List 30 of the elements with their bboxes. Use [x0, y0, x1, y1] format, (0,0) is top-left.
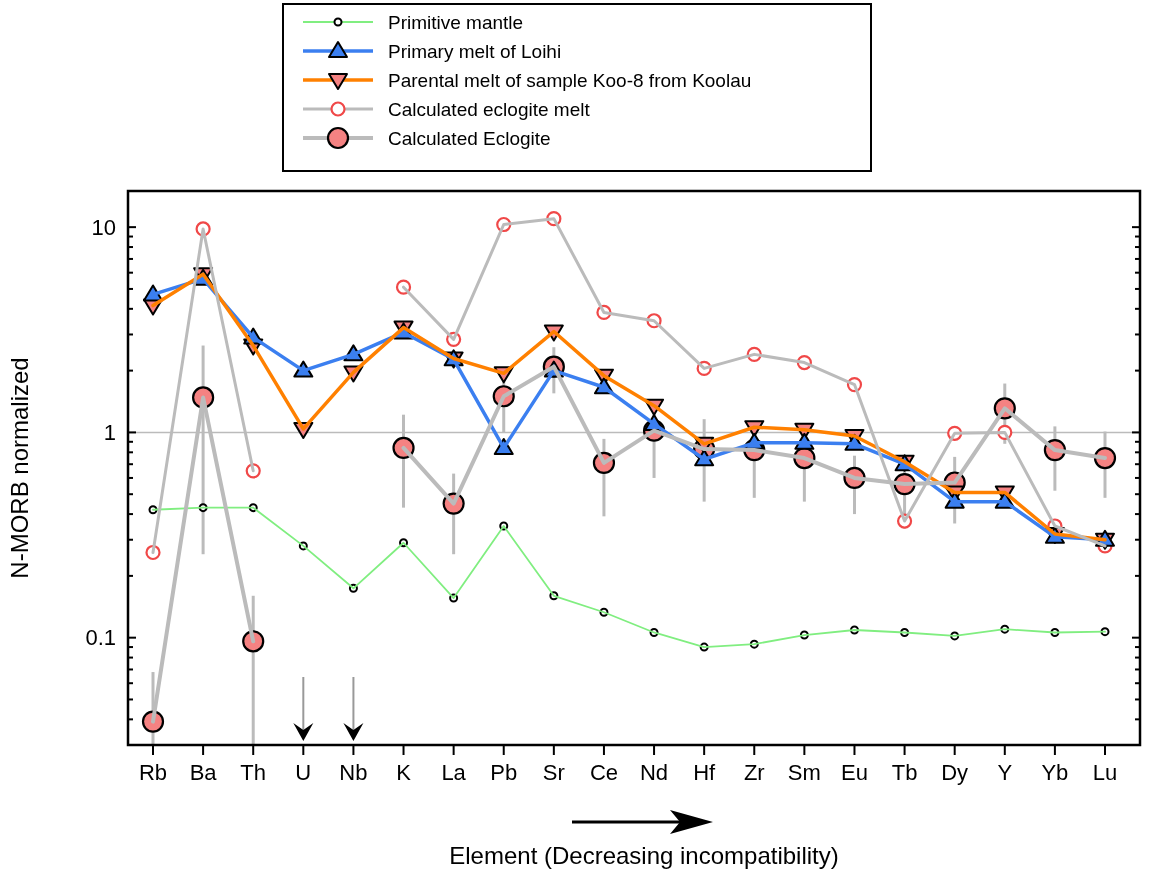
y-tick-label: 10 [91, 214, 116, 240]
y-axis-title: N-MORB normalized [6, 357, 33, 579]
x-tick-label: Dy [941, 760, 969, 785]
x-tick-label: Yb [1041, 760, 1069, 785]
x-tick-label: Hf [693, 760, 717, 785]
legend-label: Calculated eclogite melt [388, 98, 591, 120]
x-tick-label: La [441, 760, 467, 785]
x-tick-label: Y [997, 760, 1013, 785]
x-tick-label: Zr [743, 760, 765, 785]
x-tick-label: Rb [138, 760, 168, 785]
x-tick-label: Th [240, 760, 267, 785]
x-axis-title: Element (Decreasing incompatibility) [449, 842, 839, 869]
legend-label: Primary melt of Loihi [388, 40, 562, 62]
legend-label: Calculated Eclogite [388, 127, 551, 149]
x-tick-label: Ba [189, 760, 218, 785]
x-tick-label: Nd [639, 760, 669, 785]
x-tick-label: Pb [490, 760, 518, 785]
legend-label: Parental melt of sample Koo-8 from Koolau [388, 69, 752, 91]
y-tick-label: 1 [103, 419, 116, 445]
x-tick-label: Tb [891, 760, 918, 785]
legend-label: Primitive mantle [388, 11, 524, 33]
x-tick-label: Sr [542, 760, 565, 785]
x-tick-label: Lu [1092, 760, 1118, 785]
x-tick-label: U [295, 760, 312, 785]
x-tick-label: K [396, 760, 412, 785]
x-tick-label: Nb [339, 760, 368, 785]
x-tick-label: Ce [589, 760, 619, 785]
x-tick-label: Sm [787, 760, 821, 785]
y-tick-label: 0.1 [85, 625, 116, 651]
x-tick-label: Eu [841, 760, 868, 785]
